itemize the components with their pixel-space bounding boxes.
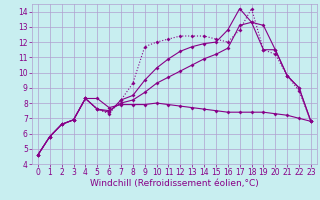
- X-axis label: Windchill (Refroidissement éolien,°C): Windchill (Refroidissement éolien,°C): [90, 179, 259, 188]
